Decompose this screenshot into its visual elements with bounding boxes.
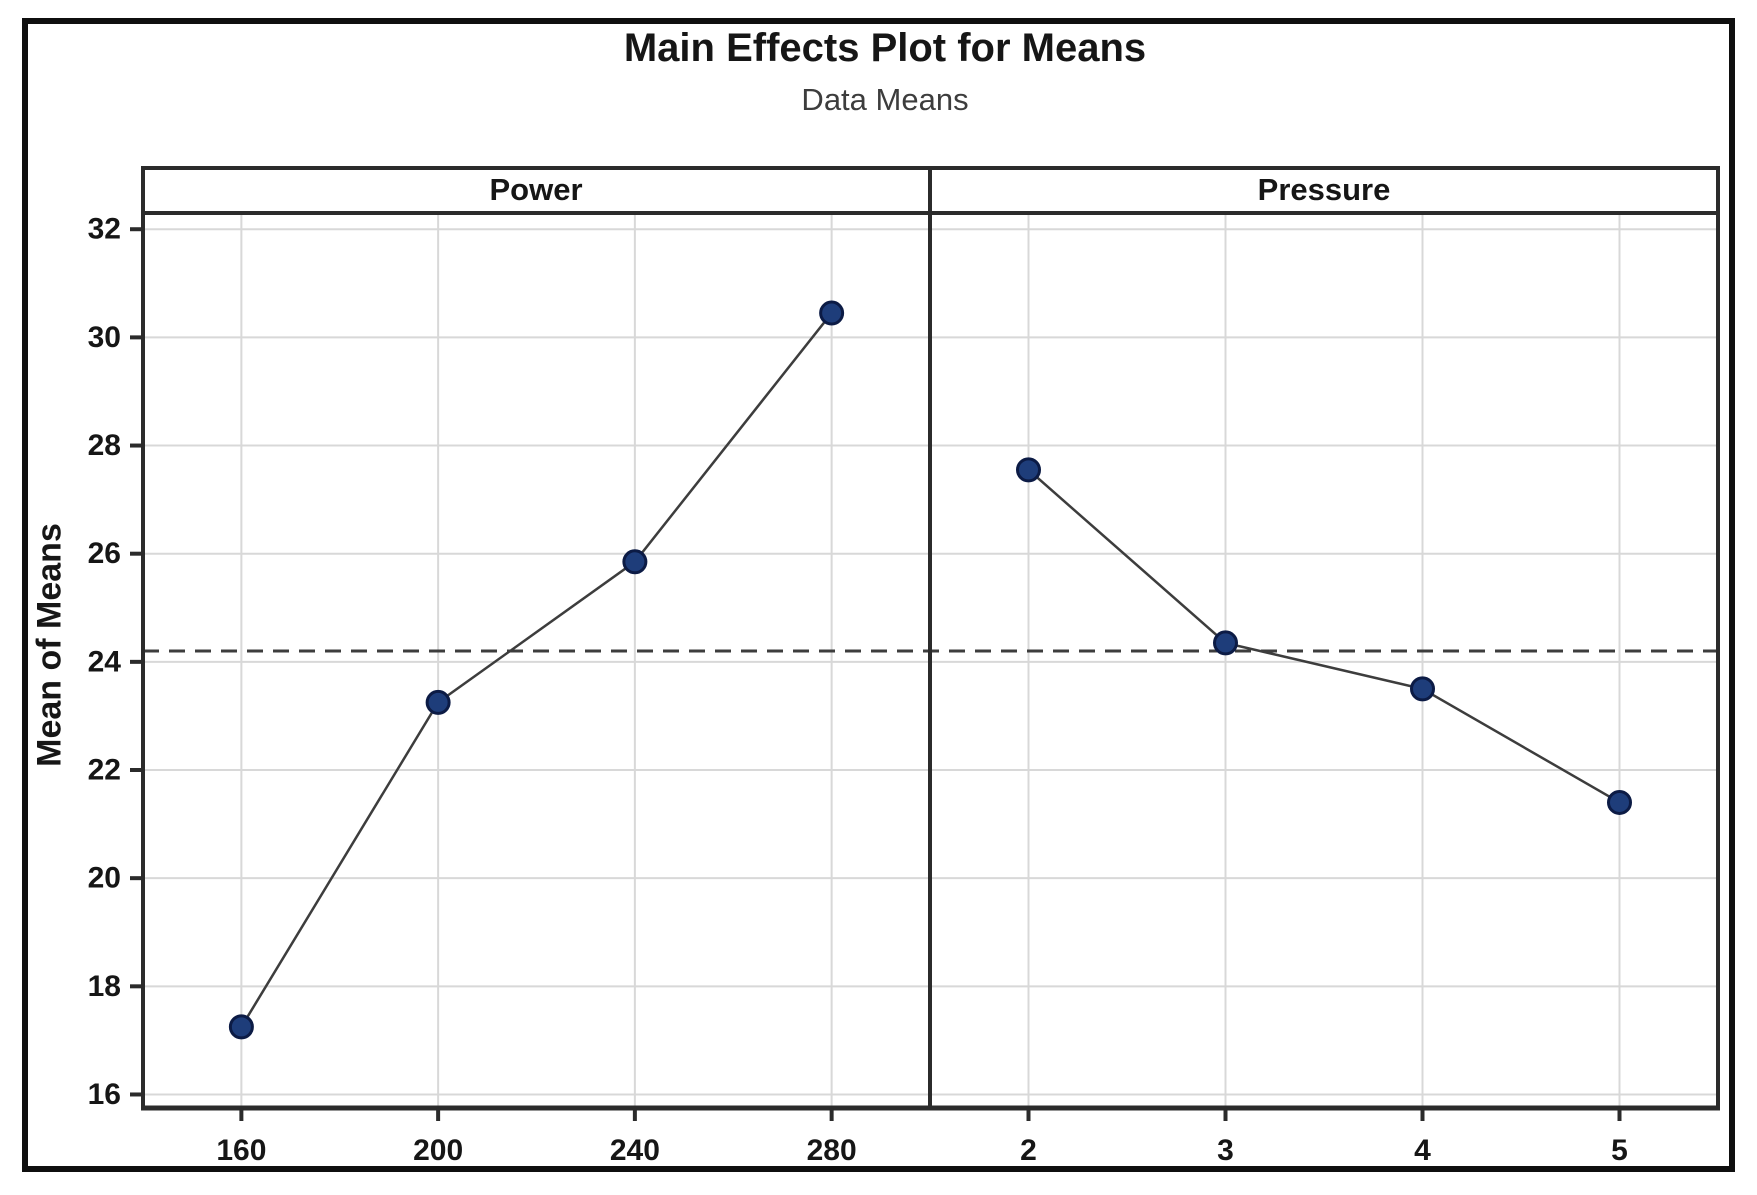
series-line-pressure [1027, 468, 1621, 804]
series-line-power [240, 312, 833, 1028]
y-tick-label: 20 [88, 862, 121, 895]
x-tick-label: 160 [216, 1134, 266, 1167]
y-tick-label: 16 [88, 1078, 121, 1111]
y-tick-label: 32 [88, 213, 121, 246]
y-tick-label: 30 [88, 321, 121, 354]
x-tick-label: 3 [1217, 1134, 1234, 1167]
x-tick-label: 2 [1020, 1134, 1037, 1167]
x-tick-label: 4 [1414, 1134, 1431, 1167]
y-tick-label: 22 [88, 754, 121, 787]
data-point-pressure-4[interactable] [1410, 676, 1435, 702]
x-tick-label: 5 [1611, 1134, 1628, 1167]
x-tick-label: 200 [413, 1134, 463, 1167]
y-tick-label: 18 [88, 970, 121, 1003]
data-point-power-280[interactable] [819, 300, 845, 326]
panel-header-power: Power [489, 172, 583, 207]
data-point-power-200[interactable] [425, 689, 451, 715]
chart-subtitle: Data Means [801, 82, 969, 117]
data-point-power-240[interactable] [622, 549, 648, 575]
y-tick-label: 26 [88, 537, 121, 570]
data-point-power-160[interactable] [228, 1014, 254, 1040]
data-point-pressure-2[interactable] [1016, 457, 1041, 483]
y-tick-label: 28 [88, 429, 121, 462]
data-point-pressure-3[interactable] [1213, 630, 1238, 656]
chart-title: Main Effects Plot for Means [623, 26, 1147, 70]
panel-header-pressure: Pressure [1257, 172, 1391, 207]
x-tick-label: 280 [807, 1134, 857, 1167]
y-tick-label: 24 [88, 645, 122, 678]
data-point-pressure-5[interactable] [1607, 789, 1632, 815]
x-tick-label: 240 [610, 1134, 660, 1167]
figure-frame [22, 18, 1735, 1172]
